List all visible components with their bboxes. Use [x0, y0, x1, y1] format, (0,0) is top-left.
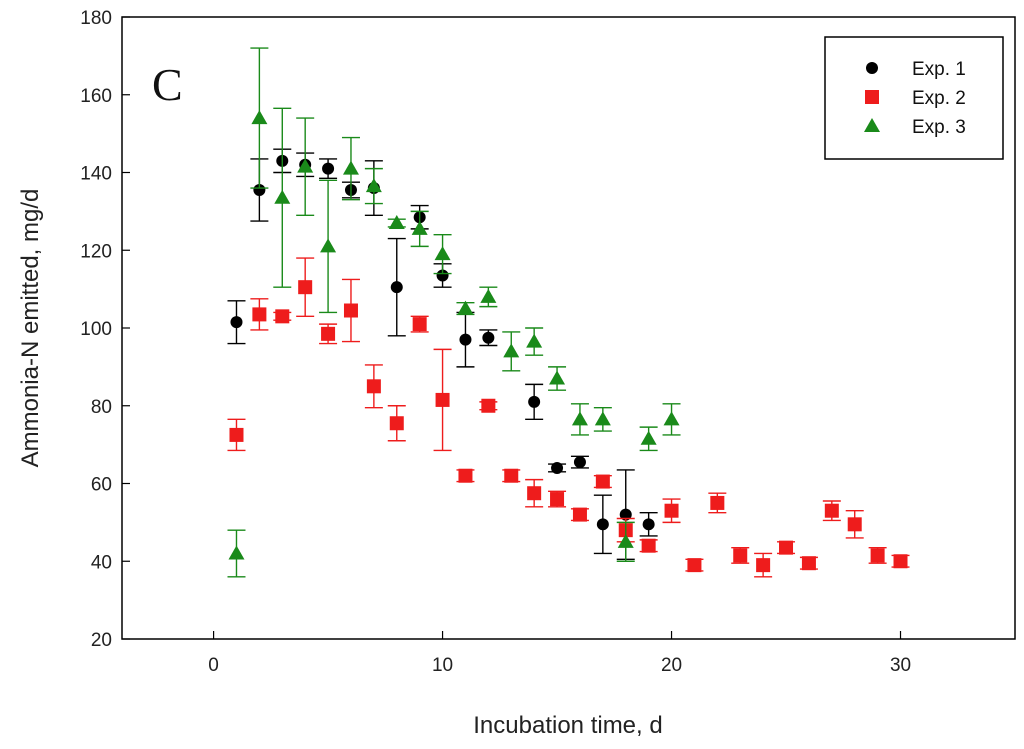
data-point: [389, 416, 404, 431]
data-point: [664, 503, 679, 518]
x-tick-label: 30: [890, 655, 911, 676]
data-point: [893, 554, 908, 569]
legend-marker: [865, 90, 879, 104]
data-point: [710, 495, 725, 510]
data-point: [481, 398, 496, 413]
data-point: [412, 317, 427, 332]
data-point: [527, 486, 542, 501]
data-point: [275, 309, 290, 324]
x-axis-title: Incubation time, d: [473, 712, 662, 739]
data-point: [321, 326, 336, 341]
data-point: [801, 556, 816, 571]
y-axis: 20 40 60 80 100 120 140 160 180: [80, 8, 130, 651]
legend-label: Exp. 1: [912, 59, 966, 80]
data-point: [251, 110, 268, 125]
data-point: [595, 474, 610, 489]
legend-label: Exp. 2: [912, 88, 966, 109]
data-point: [435, 392, 450, 407]
data-point: [687, 558, 702, 573]
data-point: [571, 411, 588, 426]
data-point: [779, 540, 794, 555]
series-exp-3: [227, 47, 681, 578]
data-point: [482, 331, 495, 344]
panel-label: C: [152, 59, 183, 110]
x-tick-label: 10: [432, 655, 453, 676]
data-point: [274, 189, 291, 204]
data-point: [297, 158, 314, 173]
data-point: [230, 316, 243, 329]
data-point: [411, 220, 428, 235]
data-point: [366, 379, 381, 394]
data-point: [365, 178, 382, 193]
data-point: [663, 411, 680, 426]
data-point: [436, 269, 449, 282]
data-point: [322, 162, 335, 175]
y-axis-title: Ammonia-N emitted, mg/d: [17, 189, 44, 468]
y-tick-label: 100: [80, 319, 112, 340]
data-point: [594, 411, 611, 426]
data-point: [573, 456, 586, 469]
y-tick-label: 20: [91, 630, 112, 651]
data-series-layer: [227, 47, 910, 578]
data-point: [824, 503, 839, 518]
data-point: [619, 508, 632, 521]
series-exp-2: [227, 257, 910, 578]
y-tick-label: 160: [80, 86, 112, 107]
x-axis: 0 10 20 30: [208, 631, 911, 676]
y-tick-label: 40: [91, 552, 112, 573]
data-point: [549, 370, 566, 385]
data-point: [434, 246, 451, 261]
data-point: [504, 468, 519, 483]
y-tick-label: 140: [80, 164, 112, 185]
data-point: [458, 468, 473, 483]
data-point: [733, 548, 748, 563]
legend-label: Exp. 3: [912, 117, 966, 138]
x-tick-label: 0: [208, 655, 219, 676]
legend-box: [824, 36, 1004, 160]
data-point: [459, 333, 472, 346]
y-tick-label: 80: [91, 397, 112, 418]
legend-marker: [866, 62, 878, 74]
data-point: [756, 558, 771, 573]
y-tick-label: 60: [91, 475, 112, 496]
data-point: [252, 307, 267, 322]
data-point: [390, 281, 403, 294]
data-point: [551, 461, 564, 474]
y-tick-label: 120: [80, 241, 112, 262]
data-point: [642, 518, 655, 531]
data-point: [298, 280, 313, 295]
data-point: [526, 333, 543, 348]
data-point: [320, 238, 337, 253]
data-point: [617, 533, 634, 548]
legend-marker: [864, 118, 880, 132]
data-point: [342, 160, 359, 175]
legend: Exp. 1 Exp. 2 Exp. 3: [824, 36, 1004, 160]
x-tick-label: 20: [661, 655, 682, 676]
data-point: [503, 343, 520, 358]
data-point: [870, 548, 885, 563]
data-point: [343, 303, 358, 318]
data-point: [480, 288, 497, 303]
data-point: [640, 430, 657, 445]
data-point: [528, 395, 541, 408]
data-point: [641, 538, 656, 553]
data-point: [388, 215, 405, 230]
data-point: [847, 517, 862, 532]
data-point: [572, 507, 587, 522]
data-point: [596, 518, 609, 531]
data-point: [228, 545, 245, 560]
data-point: [229, 427, 244, 442]
data-point: [253, 183, 266, 196]
data-point: [457, 300, 474, 315]
data-point: [550, 492, 565, 507]
y-tick-label: 180: [80, 8, 112, 29]
